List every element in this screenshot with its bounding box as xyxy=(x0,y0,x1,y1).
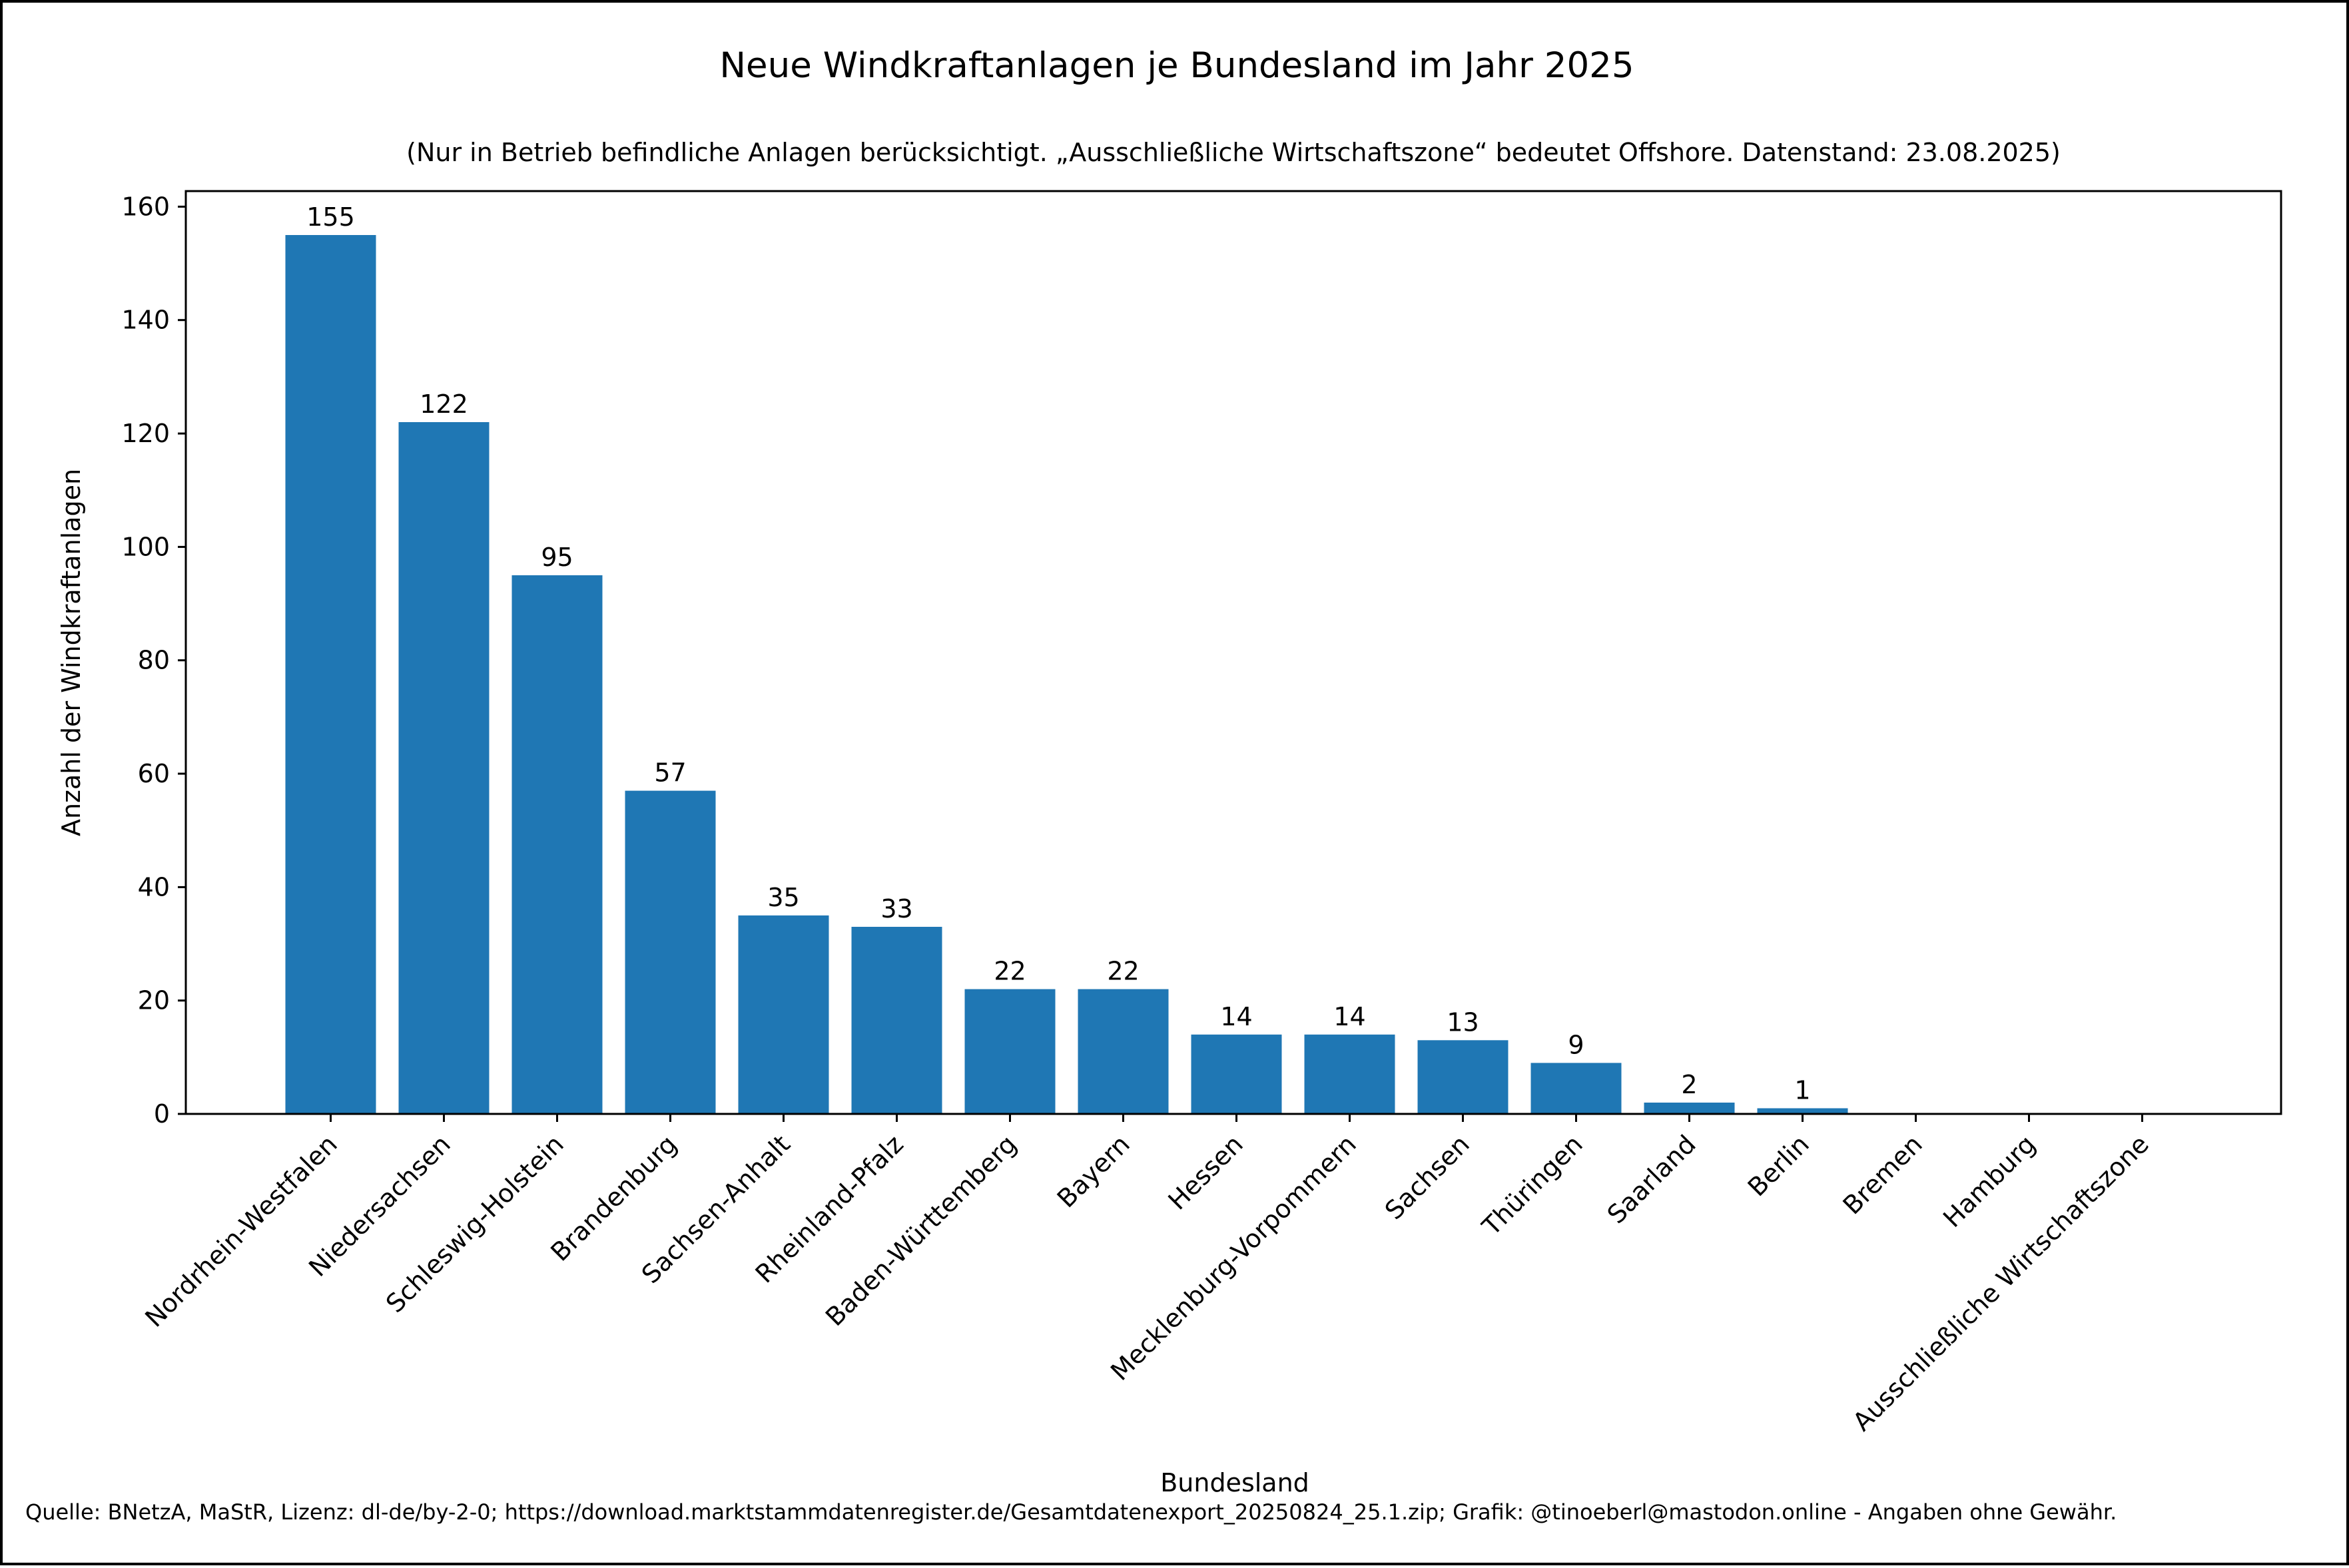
bar-chart: Neue Windkraftanlagen je Bundesland im J… xyxy=(25,45,2282,1525)
x-tick-label: Sachsen xyxy=(1379,1129,1475,1225)
bar-value-label: 33 xyxy=(880,894,912,923)
x-axis-label: Bundesland xyxy=(1160,1468,1309,1497)
bar-value-label: 57 xyxy=(654,758,686,788)
footer-source-note: Quelle: BNetzA, MaStR, Lizenz: dl-de/by-… xyxy=(25,1499,2117,1525)
bar xyxy=(398,422,490,1114)
bar-value-label: 155 xyxy=(306,202,355,232)
x-tick-label: Hamburg xyxy=(1937,1129,2041,1233)
bar xyxy=(964,989,1056,1114)
bar-value-label: 22 xyxy=(994,957,1026,986)
y-tick-label: 20 xyxy=(138,986,170,1015)
y-tick-label: 140 xyxy=(121,306,170,335)
x-tick-label: Hessen xyxy=(1162,1129,1248,1215)
x-tick-label: Baden-Württemberg xyxy=(820,1129,1022,1332)
bar xyxy=(625,790,716,1114)
x-tick-label: Bayern xyxy=(1052,1129,1136,1213)
bar-value-label: 22 xyxy=(1107,957,1139,986)
x-tick-label: Saarland xyxy=(1602,1129,1702,1229)
bar-value-label: 13 xyxy=(1447,1007,1479,1037)
bar xyxy=(1304,1034,1395,1114)
y-axis-label: Anzahl der Windkraftanlagen xyxy=(57,469,86,836)
bar xyxy=(1757,1108,1848,1114)
bar-value-label: 2 xyxy=(1681,1070,1697,1099)
bar xyxy=(511,575,603,1114)
bar-value-label: 35 xyxy=(767,883,799,912)
bar xyxy=(1078,989,1169,1114)
bar-value-label: 1 xyxy=(1794,1076,1810,1105)
bar-value-label: 95 xyxy=(541,543,573,572)
bar xyxy=(851,927,942,1114)
plot-area-frame xyxy=(184,190,2282,1115)
y-tick-label: 80 xyxy=(138,646,170,675)
bar-value-label: 122 xyxy=(420,390,468,419)
bar xyxy=(285,235,376,1114)
y-tick-label: 120 xyxy=(121,419,170,448)
bar-value-labels: 155 122 95 57 35 33 22 22 14 14 13 9 2 1 xyxy=(306,202,1810,1105)
bars-group xyxy=(285,235,1848,1114)
x-tick-label: Nordrhein-Westfalen xyxy=(139,1129,343,1333)
x-axis-ticks: Nordrhein-WestfalenNiedersachsenSchleswi… xyxy=(139,1114,2155,1437)
bar xyxy=(1191,1034,1282,1114)
bar xyxy=(1644,1103,1735,1114)
y-tick-label: 0 xyxy=(154,1099,170,1129)
y-tick-label: 100 xyxy=(121,532,170,561)
bar-value-label: 14 xyxy=(1333,1002,1365,1031)
bar-value-label: 9 xyxy=(1568,1030,1584,1059)
x-tick-label: Bremen xyxy=(1838,1129,1928,1220)
bar xyxy=(738,915,829,1114)
x-tick-label: Thüringen xyxy=(1476,1129,1588,1241)
bar xyxy=(1417,1040,1509,1114)
y-tick-label: 60 xyxy=(138,759,170,788)
chart-title: Neue Windkraftanlagen je Bundesland im J… xyxy=(719,45,1634,86)
bar-value-label: 14 xyxy=(1220,1002,1252,1031)
y-axis-ticks: 0 20 40 60 80 100 120 140 160 xyxy=(121,192,186,1129)
y-tick-label: 160 xyxy=(121,192,170,221)
x-tick-label: Mecklenburg-Vorpommern xyxy=(1105,1129,1362,1386)
y-tick-label: 40 xyxy=(138,872,170,902)
x-tick-label: Berlin xyxy=(1742,1129,1815,1202)
bar xyxy=(1530,1063,1622,1114)
chart-subtitle: (Nur in Betrieb befindliche Anlagen berü… xyxy=(406,138,2061,167)
